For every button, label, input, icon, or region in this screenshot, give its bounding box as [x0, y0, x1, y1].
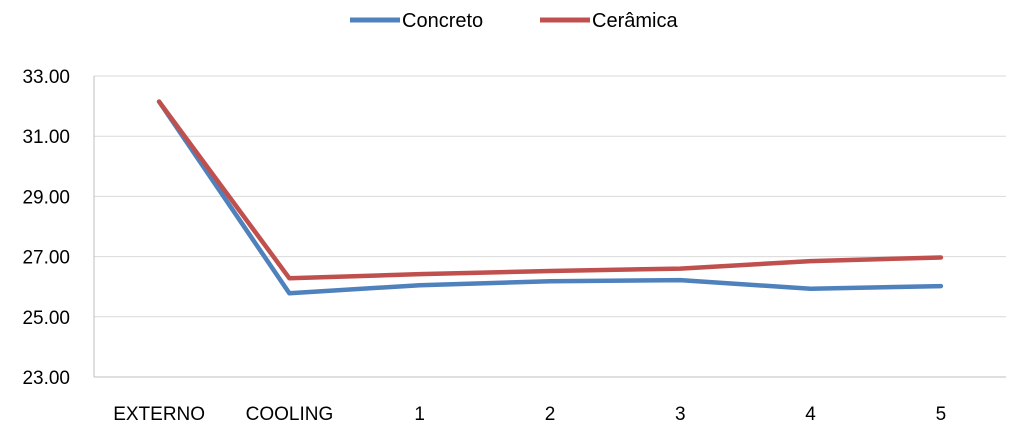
series-line-0	[156, 99, 944, 296]
y-tick-label: 27.00	[22, 248, 70, 269]
axes	[93, 76, 1006, 378]
x-tick-label: 5	[936, 404, 947, 425]
x-tick-label: 1	[414, 404, 425, 425]
legend-label-1: Cerâmica	[592, 10, 678, 32]
x-tick-label: 3	[675, 404, 686, 425]
series-line-1	[156, 99, 944, 281]
y-tick-label: 25.00	[22, 308, 70, 329]
gridlines	[94, 75, 1006, 318]
series-lines	[156, 99, 944, 296]
y-tick-label: 23.00	[22, 368, 70, 389]
x-tick-label: 2	[545, 404, 556, 425]
legend-label-0: Concreto	[402, 10, 483, 32]
y-tick-label: 33.00	[22, 67, 70, 88]
x-axis-tick-labels: EXTERNO COOLING 1 2 3 4 5	[113, 404, 946, 425]
x-tick-label: 4	[805, 404, 816, 425]
y-axis-tick-labels: 23.00 25.00 27.00 29.00 31.00 33.00	[22, 67, 70, 389]
y-tick-label: 31.00	[22, 127, 70, 148]
x-tick-label: COOLING	[246, 404, 334, 425]
x-tick-label: EXTERNO	[113, 404, 205, 425]
y-tick-label: 29.00	[22, 187, 70, 208]
legend: Concreto Cerâmica	[350, 10, 678, 32]
